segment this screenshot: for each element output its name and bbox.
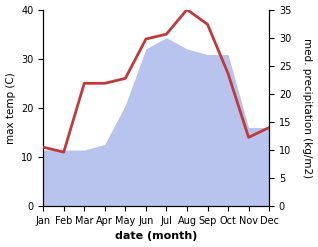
X-axis label: date (month): date (month)	[115, 231, 197, 242]
Y-axis label: max temp (C): max temp (C)	[5, 72, 16, 144]
Y-axis label: med. precipitation (kg/m2): med. precipitation (kg/m2)	[302, 38, 313, 178]
